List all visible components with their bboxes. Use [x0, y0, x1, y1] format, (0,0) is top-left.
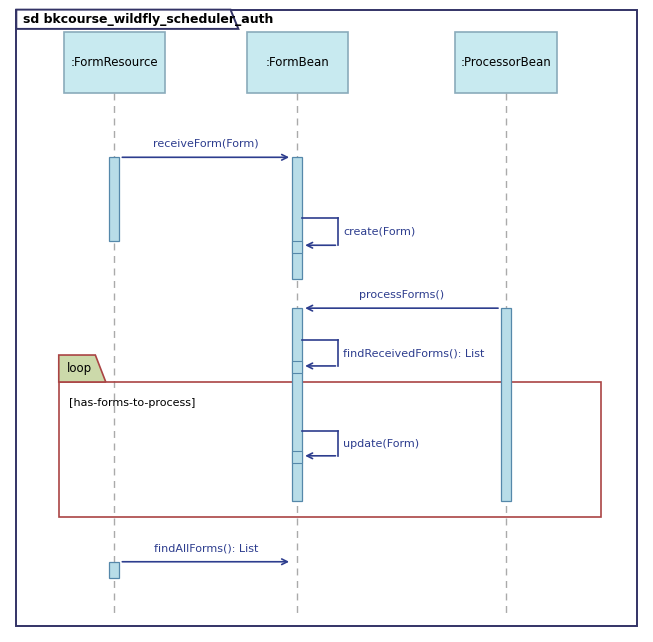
- FancyBboxPatch shape: [292, 241, 302, 253]
- Polygon shape: [16, 10, 238, 29]
- Text: create(Form): create(Form): [343, 227, 416, 237]
- Text: processForms(): processForms(): [359, 290, 444, 300]
- Text: findAllForms(): List: findAllForms(): List: [153, 543, 258, 553]
- FancyBboxPatch shape: [109, 157, 119, 241]
- Text: :FormBean: :FormBean: [265, 56, 329, 69]
- Text: findReceivedForms(): List: findReceivedForms(): List: [343, 348, 485, 358]
- FancyBboxPatch shape: [501, 308, 511, 501]
- Text: [has-forms-to-process]: [has-forms-to-process]: [69, 398, 195, 408]
- FancyBboxPatch shape: [292, 308, 302, 501]
- Text: :FormResource: :FormResource: [71, 56, 158, 69]
- FancyBboxPatch shape: [63, 32, 165, 93]
- Text: update(Form): update(Form): [343, 438, 420, 449]
- Polygon shape: [59, 355, 106, 382]
- FancyBboxPatch shape: [109, 562, 119, 578]
- FancyBboxPatch shape: [292, 157, 302, 279]
- FancyBboxPatch shape: [292, 451, 302, 463]
- FancyBboxPatch shape: [292, 361, 302, 373]
- Text: receiveForm(Form): receiveForm(Form): [153, 139, 259, 149]
- Text: sd bkcourse_wildfly_scheduler_auth: sd bkcourse_wildfly_scheduler_auth: [23, 13, 273, 26]
- FancyBboxPatch shape: [246, 32, 347, 93]
- FancyBboxPatch shape: [455, 32, 556, 93]
- Text: :ProcessorBean: :ProcessorBean: [461, 56, 551, 69]
- Text: loop: loop: [67, 362, 92, 375]
